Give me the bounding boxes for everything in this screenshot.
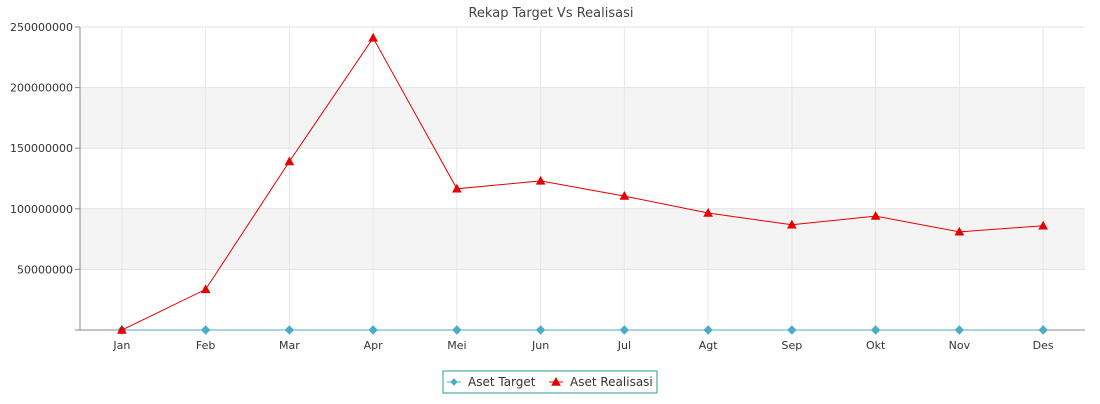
legend-label: Aset Realisasi — [570, 375, 653, 389]
x-tick-label: Mar — [279, 339, 300, 352]
data-point — [452, 183, 462, 193]
data-point — [787, 219, 797, 229]
plot-band — [80, 87, 1085, 149]
data-point — [619, 325, 630, 335]
x-tick-label: Jul — [617, 339, 631, 352]
series-line — [121, 36, 1044, 331]
legend-item[interactable]: Aset Target — [447, 375, 536, 389]
data-point — [535, 325, 546, 335]
data-point — [284, 325, 295, 335]
x-axis-ticks: Jan Feb Mar Apr Mei Jun Jul Agt Sep Okt Nov Des — [112, 339, 1053, 352]
data-point — [284, 156, 295, 166]
data-point — [1038, 220, 1048, 230]
plot-bands — [80, 87, 1085, 270]
legend-marker — [450, 378, 458, 386]
x-tick-label: Agt — [699, 339, 719, 352]
legend[interactable]: Aset Target Aset Realisasi — [442, 370, 658, 394]
series-aset-realisasi — [117, 32, 1048, 334]
y-tick-label: 150000000 — [10, 142, 73, 155]
legend-item[interactable]: Aset Realisasi — [549, 375, 653, 389]
x-tick-label: Jan — [112, 339, 130, 352]
y-tick-label: 250000000 — [10, 21, 73, 34]
data-point — [954, 325, 965, 335]
data-point — [703, 208, 713, 217]
axes — [75, 27, 1085, 331]
x-tick-label: Okt — [866, 339, 886, 352]
data-point — [535, 175, 546, 185]
data-point — [200, 325, 211, 335]
data-point — [200, 284, 211, 294]
data-point — [452, 325, 462, 335]
data-point — [870, 211, 881, 220]
y-tick-label: 100000000 — [10, 203, 73, 216]
series-layer — [117, 32, 1048, 335]
x-tick-label: Apr — [364, 339, 384, 352]
horizontal-gridlines — [80, 26, 1085, 270]
x-tick-label: Mei — [447, 339, 466, 352]
data-point — [787, 325, 797, 335]
data-point — [1038, 325, 1048, 335]
legend-label: Aset Target — [468, 375, 536, 389]
x-tick-label: Nov — [949, 339, 971, 352]
data-point — [703, 325, 713, 335]
series-aset-target — [117, 325, 1048, 335]
y-axis-ticks: 50000000 100000000 150000000 200000000 25000… — [10, 21, 80, 276]
legend-marker — [551, 376, 561, 386]
data-point — [870, 325, 881, 335]
data-point — [117, 324, 127, 334]
data-point — [619, 191, 630, 200]
data-point — [368, 325, 378, 335]
data-point — [368, 32, 378, 42]
y-tick-label: 50000000 — [17, 263, 73, 276]
x-tick-label: Des — [1033, 339, 1054, 352]
x-tick-label: Sep — [782, 339, 803, 352]
data-point — [954, 226, 965, 236]
plot-band — [80, 208, 1085, 270]
y-tick-label: 200000000 — [10, 82, 73, 95]
x-tick-label: Jun — [531, 339, 549, 352]
x-tick-label: Feb — [196, 339, 215, 352]
chart-title: Rekap Target Vs Realisasi — [468, 6, 633, 21]
vertical-gridlines — [121, 27, 1044, 330]
